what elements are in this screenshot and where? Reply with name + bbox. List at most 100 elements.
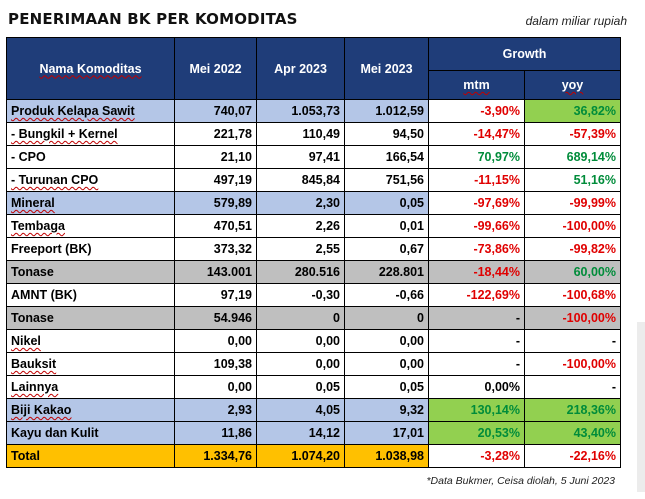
- table-row: Kayu dan Kulit 11,86 14,12 17,01 20,53% …: [6, 421, 621, 445]
- header-commodity-name: Nama Komoditas: [6, 37, 175, 100]
- commodity-name: Mineral: [6, 191, 175, 215]
- growth-yoy: 689,14%: [524, 145, 621, 169]
- growth-mtm: -73,86%: [428, 237, 525, 261]
- growth-mtm: -: [428, 306, 525, 330]
- growth-yoy: -100,00%: [524, 306, 621, 330]
- growth-yoy: -99,82%: [524, 237, 621, 261]
- table-row: Mineral 579,89 2,30 0,05 -97,69% -99,99%: [6, 191, 621, 215]
- value-apr-2023: 2,30: [256, 191, 345, 215]
- growth-mtm: -3,28%: [428, 444, 525, 468]
- growth-yoy: -100,68%: [524, 283, 621, 307]
- value-mei-2023: 1.012,59: [344, 99, 429, 123]
- growth-mtm: -: [428, 329, 525, 353]
- growth-mtm: -14,47%: [428, 122, 525, 146]
- value-mei-2022: 373,32: [174, 237, 257, 261]
- value-mei-2022: 740,07: [174, 99, 257, 123]
- value-apr-2023: -0,30: [256, 283, 345, 307]
- value-mei-2022: 0,00: [174, 375, 257, 399]
- value-mei-2023: 0,05: [344, 375, 429, 399]
- growth-yoy: 60,00%: [524, 260, 621, 284]
- commodity-name: Tembaga: [6, 214, 175, 238]
- value-mei-2022: 109,38: [174, 352, 257, 376]
- value-mei-2023: 0,00: [344, 329, 429, 353]
- value-mei-2022: 579,89: [174, 191, 257, 215]
- growth-yoy: -99,99%: [524, 191, 621, 215]
- value-mei-2023: 166,54: [344, 145, 429, 169]
- commodity-name: - Bungkil + Kernel: [6, 122, 175, 146]
- table-row: - Turunan CPO 497,19 845,84 751,56 -11,1…: [6, 168, 621, 192]
- growth-mtm: 0,00%: [428, 375, 525, 399]
- value-mei-2023: -0,66: [344, 283, 429, 307]
- header-mei-2023: Mei 2023: [344, 37, 429, 100]
- growth-mtm: -97,69%: [428, 191, 525, 215]
- value-mei-2023: 0,01: [344, 214, 429, 238]
- value-apr-2023: 2,55: [256, 237, 345, 261]
- growth-mtm: -18,44%: [428, 260, 525, 284]
- commodity-name: AMNT (BK): [6, 283, 175, 307]
- value-mei-2022: 21,10: [174, 145, 257, 169]
- value-mei-2023: 228.801: [344, 260, 429, 284]
- header-growth: Growth: [428, 37, 621, 71]
- value-mei-2022: 497,19: [174, 168, 257, 192]
- table-row: - Bungkil + Kernel 221,78 110,49 94,50 -…: [6, 122, 621, 146]
- unit-note: dalam miliar rupiah: [525, 14, 627, 28]
- growth-yoy: -: [524, 375, 621, 399]
- scrollbar-track[interactable]: [637, 322, 645, 492]
- total-row: Total 1.334,76 1.074,20 1.038,98 -3,28% …: [6, 444, 621, 468]
- table-row: Tembaga 470,51 2,26 0,01 -99,66% -100,00…: [6, 214, 621, 238]
- table-row: Lainnya 0,00 0,05 0,05 0,00% -: [6, 375, 621, 399]
- growth-mtm: 130,14%: [428, 398, 525, 422]
- growth-mtm: -122,69%: [428, 283, 525, 307]
- value-mei-2022: 97,19: [174, 283, 257, 307]
- growth-yoy: 43,40%: [524, 421, 621, 445]
- value-mei-2022: 221,78: [174, 122, 257, 146]
- growth-yoy: -57,39%: [524, 122, 621, 146]
- value-apr-2023: 2,26: [256, 214, 345, 238]
- value-mei-2022: 2,93: [174, 398, 257, 422]
- header-mtm: mtm: [428, 70, 525, 100]
- table-row: Nikel 0,00 0,00 0,00 - -: [6, 329, 621, 353]
- value-apr-2023: 97,41: [256, 145, 345, 169]
- value-apr-2023: 845,84: [256, 168, 345, 192]
- commodity-table: Nama Komoditas Mei 2022 Apr 2023 Mei 202…: [6, 37, 621, 468]
- growth-mtm: 20,53%: [428, 421, 525, 445]
- value-mei-2023: 9,32: [344, 398, 429, 422]
- commodity-name: Biji Kakao: [6, 398, 175, 422]
- commodity-name: - CPO: [6, 145, 175, 169]
- table-row: Tonase 54.946 0 0 - -100,00%: [6, 306, 621, 330]
- table-row: Bauksit 109,38 0,00 0,00 - -100,00%: [6, 352, 621, 376]
- growth-yoy: -100,00%: [524, 352, 621, 376]
- commodity-name: - Turunan CPO: [6, 168, 175, 192]
- commodity-name: Freeport (BK): [6, 237, 175, 261]
- value-apr-2023: 1.074,20: [256, 444, 345, 468]
- value-mei-2023: 0: [344, 306, 429, 330]
- header-mei-2022: Mei 2022: [174, 37, 257, 100]
- value-apr-2023: 0,00: [256, 329, 345, 353]
- growth-yoy: 51,16%: [524, 168, 621, 192]
- value-apr-2023: 4,05: [256, 398, 345, 422]
- table-row: Freeport (BK) 373,32 2,55 0,67 -73,86% -…: [6, 237, 621, 261]
- commodity-name: Produk Kelapa Sawit: [6, 99, 175, 123]
- growth-yoy: -: [524, 329, 621, 353]
- growth-yoy: -22,16%: [524, 444, 621, 468]
- table-row: Biji Kakao 2,93 4,05 9,32 130,14% 218,36…: [6, 398, 621, 422]
- commodity-name: Tonase: [6, 306, 175, 330]
- header-yoy: yoy: [524, 70, 621, 100]
- commodity-name: Bauksit: [6, 352, 175, 376]
- value-mei-2022: 0,00: [174, 329, 257, 353]
- growth-mtm: 70,97%: [428, 145, 525, 169]
- value-mei-2023: 1.038,98: [344, 444, 429, 468]
- value-apr-2023: 110,49: [256, 122, 345, 146]
- value-apr-2023: 280.516: [256, 260, 345, 284]
- source-footnote: *Data Bukmer, Ceisa diolah, 5 Juni 2023: [426, 475, 615, 487]
- commodity-name: Tonase: [6, 260, 175, 284]
- growth-mtm: -: [428, 352, 525, 376]
- growth-yoy: 36,82%: [524, 99, 621, 123]
- page-title: PENERIMAAN BK PER KOMODITAS: [8, 10, 298, 28]
- table-row: Tonase 143.001 280.516 228.801 -18,44% 6…: [6, 260, 621, 284]
- value-mei-2022: 54.946: [174, 306, 257, 330]
- value-mei-2023: 17,01: [344, 421, 429, 445]
- value-mei-2023: 94,50: [344, 122, 429, 146]
- value-mei-2022: 470,51: [174, 214, 257, 238]
- value-mei-2022: 143.001: [174, 260, 257, 284]
